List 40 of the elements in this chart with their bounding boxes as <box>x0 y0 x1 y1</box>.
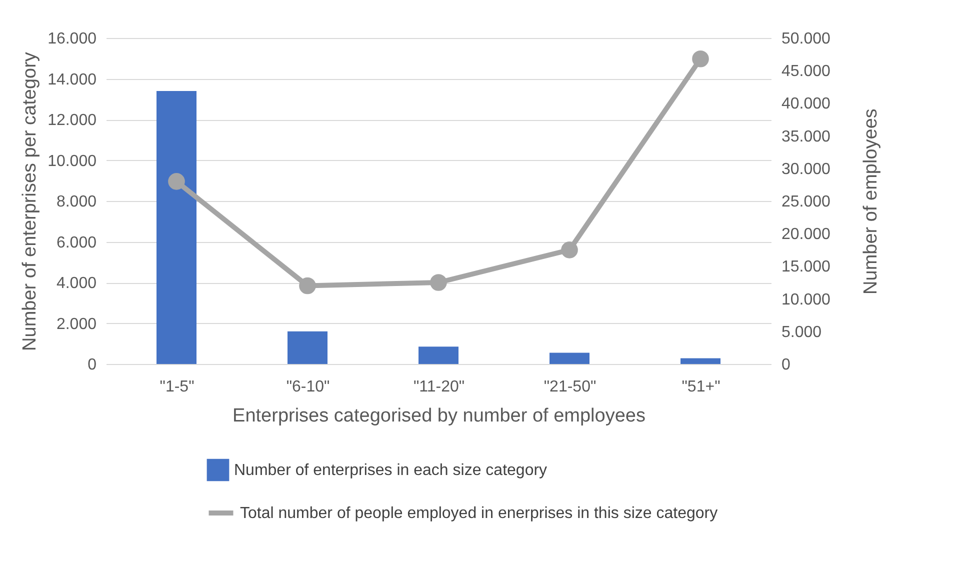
y-tick-label: 14.000 <box>48 71 97 88</box>
point <box>430 274 447 291</box>
x-tick-label: "6-10" <box>286 378 330 396</box>
y2-tick-label: 30.000 <box>782 160 831 178</box>
y-tick-label: 10.000 <box>48 152 97 170</box>
y-tick-label: 6.000 <box>56 234 97 252</box>
x-axis-title: Enterprises categorised by number of employees <box>232 406 646 426</box>
y-tick-label: 2.000 <box>56 316 97 333</box>
point <box>692 50 709 68</box>
y2-tick-label: 20.000 <box>782 226 831 244</box>
bar <box>550 352 590 364</box>
y2-tick-label: 10.000 <box>782 291 831 308</box>
bar <box>288 331 328 364</box>
y-tick-label: 0 <box>88 356 97 374</box>
y-axis-title: Number of enterprises per category <box>20 52 41 351</box>
y-tick-label: 8.000 <box>56 194 97 210</box>
bar <box>418 346 458 364</box>
y2-tick-label: 0 <box>782 356 790 374</box>
y2-tick-label: 35.000 <box>782 128 831 146</box>
legend-label: Number of enterprises in each size category <box>234 462 548 479</box>
y2-tick-label: 45.000 <box>782 63 831 80</box>
point <box>561 242 578 258</box>
x-tick-label: "51+" <box>682 378 720 396</box>
x-tick-label: "11-20" <box>413 378 465 396</box>
point <box>168 173 185 190</box>
y-tick-label: 4.000 <box>56 275 97 292</box>
bar <box>156 90 196 364</box>
legend-label: Total number of people employed in enerprises in this size category <box>240 505 718 522</box>
y2-tick-label: 5.000 <box>782 324 822 341</box>
bar <box>680 358 720 364</box>
x-tick-label: "21-50" <box>544 378 596 396</box>
y2-tick-label: 40.000 <box>782 96 831 113</box>
y-tick-label: 12.000 <box>48 112 97 129</box>
y-tick-label: 16.000 <box>48 30 97 48</box>
x-tick-label: "1-5" <box>160 378 194 396</box>
y2-tick-label: 15.000 <box>782 258 831 276</box>
y2-tick-label: 25.000 <box>782 194 831 210</box>
y2-tick-label: 50.000 <box>782 30 831 48</box>
point <box>299 277 316 294</box>
y2-axis-title: Number of employees <box>860 108 882 294</box>
